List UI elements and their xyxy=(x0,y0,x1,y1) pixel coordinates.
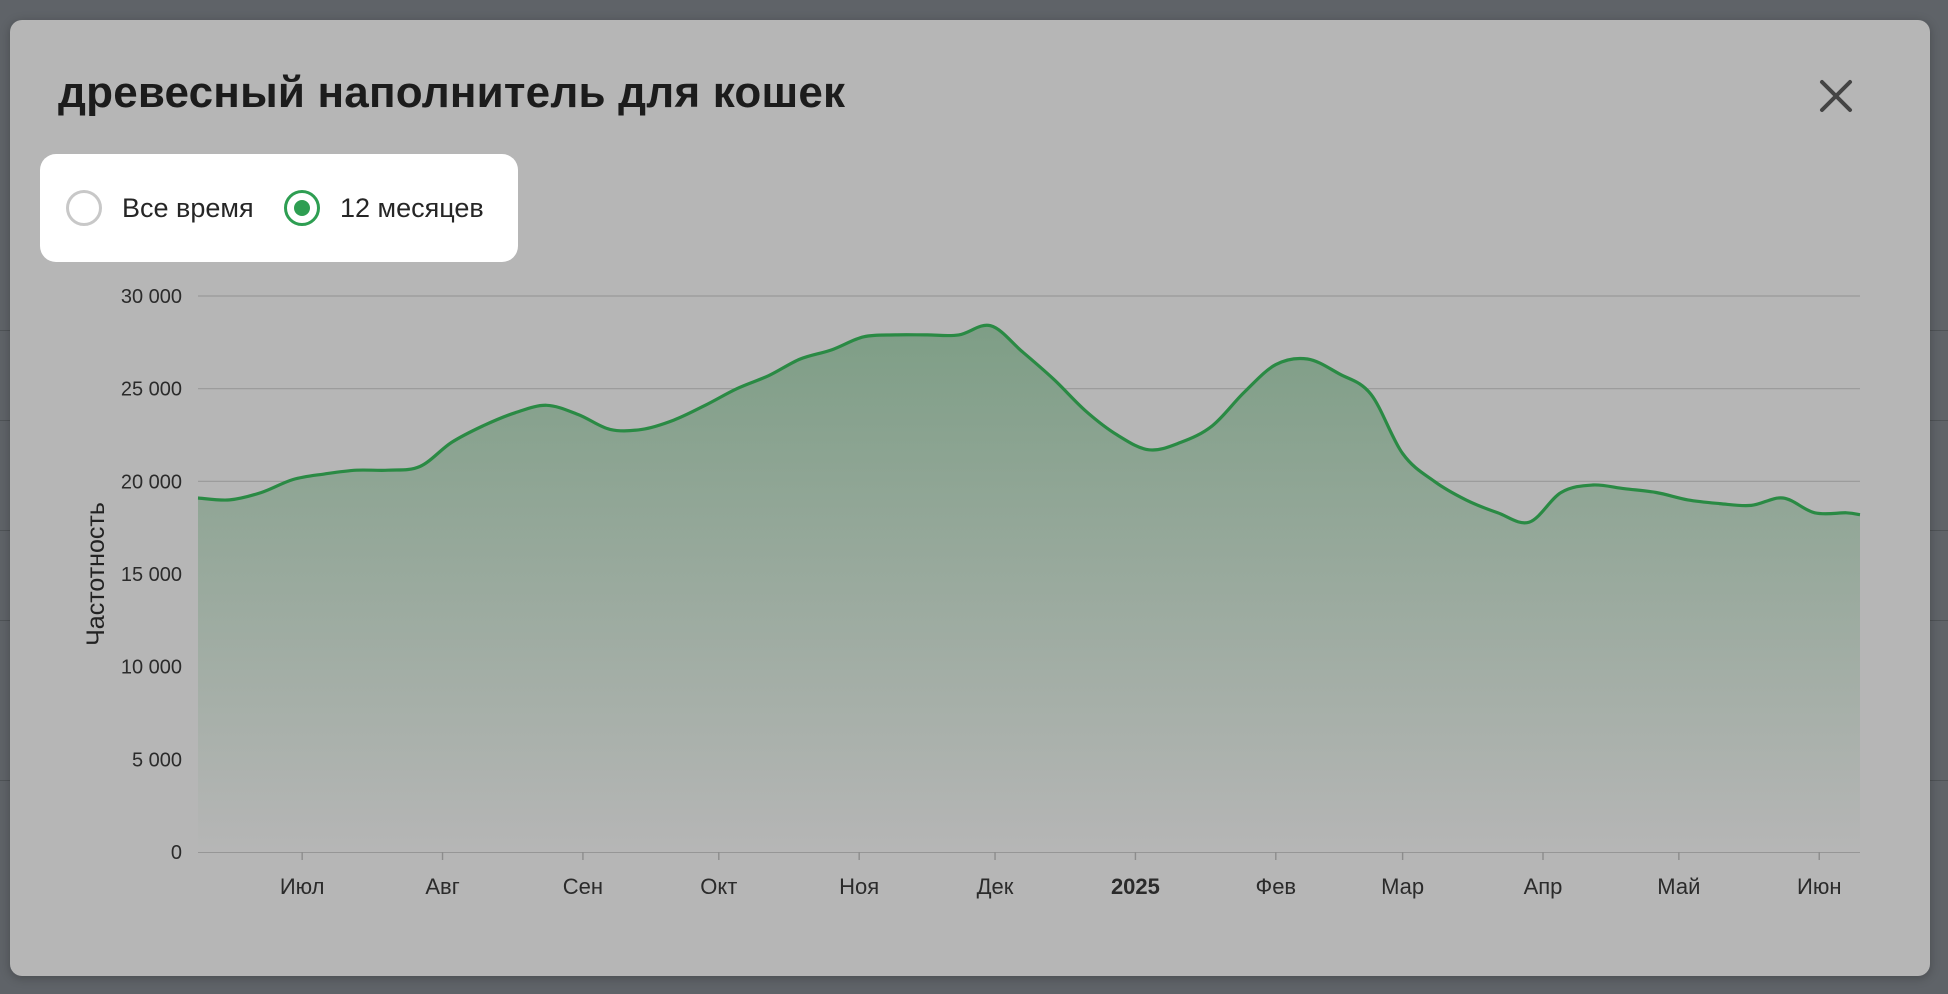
x-tick-label: Авг xyxy=(425,874,459,899)
x-tick-label: Окт xyxy=(700,874,737,899)
period-option-12-months[interactable]: 12 месяцев xyxy=(284,154,484,262)
x-tick-label: Сен xyxy=(563,874,603,899)
period-selector: Все время 12 месяцев xyxy=(40,154,518,262)
close-icon xyxy=(1820,80,1852,112)
x-tick-label: Мар xyxy=(1381,874,1424,899)
radio-all-time[interactable] xyxy=(66,190,102,226)
x-tick-label: Июн xyxy=(1797,874,1841,899)
frequency-dialog: древесный наполнитель для кошек Все врем… xyxy=(10,20,1930,976)
radio-selected-dot xyxy=(294,200,310,216)
y-tick-label: 25 000 xyxy=(121,379,182,401)
x-tick-label: Ноя xyxy=(839,874,879,899)
x-tick-label: Май xyxy=(1657,874,1700,899)
period-option-label: 12 месяцев xyxy=(340,192,484,223)
series-line xyxy=(197,323,1861,525)
period-option-all-time[interactable]: Все время xyxy=(66,154,254,262)
x-tick-label: Апр xyxy=(1524,874,1563,899)
y-tick-label: 15 000 xyxy=(121,564,182,586)
y-axis-ticks: 0 5 000 10 000 15 000 20 000 25 000 30 000 xyxy=(121,286,182,864)
close-button[interactable] xyxy=(1812,72,1860,120)
y-tick-label: 5 000 xyxy=(132,749,182,771)
y-tick-label: 0 xyxy=(171,842,182,864)
x-axis: Июл Авг Сен Окт Ноя Дек 2025 Фев Мар Апр Май Июн xyxy=(280,852,1841,899)
frequency-chart: 0 5 000 10 000 15 000 20 000 25 000 30 000 Июл… xyxy=(82,286,1861,899)
y-tick-label: 30 000 xyxy=(121,286,182,308)
y-axis-title: Частотность xyxy=(82,502,110,646)
x-tick-label: Фев xyxy=(1255,874,1296,899)
period-option-label: Все время xyxy=(122,192,254,223)
dialog-title: древесный наполнитель для кошек xyxy=(58,68,846,117)
x-tick-label: 2025 xyxy=(1111,874,1160,899)
x-tick-label: Дек xyxy=(977,874,1014,899)
y-tick-label: 20 000 xyxy=(121,471,182,493)
y-tick-label: 10 000 xyxy=(121,657,182,679)
x-tick-label: Июл xyxy=(280,874,325,899)
series-area xyxy=(198,325,1860,853)
chart-series xyxy=(197,323,1861,853)
radio-12-months[interactable] xyxy=(284,190,320,226)
